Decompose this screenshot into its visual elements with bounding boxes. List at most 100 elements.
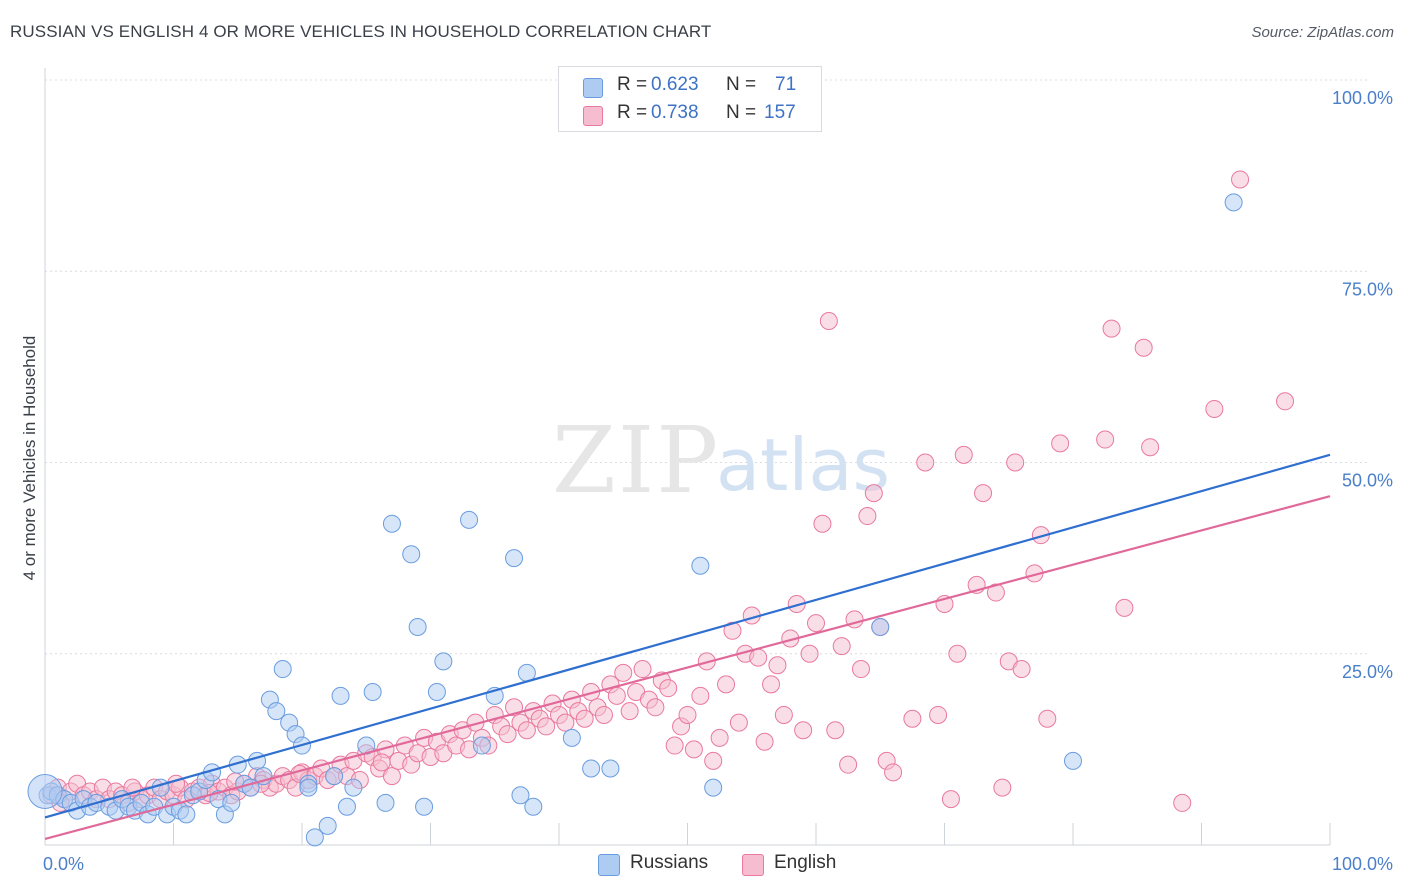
english-swatch <box>583 106 603 126</box>
russians-point <box>273 660 292 679</box>
english-point <box>537 717 556 736</box>
r-label: R = <box>617 102 648 123</box>
english-trend-line <box>44 495 1331 840</box>
russians-point <box>562 728 581 747</box>
english-point <box>916 453 935 472</box>
russians-point <box>267 702 286 721</box>
russians-point <box>318 816 337 835</box>
russians-point <box>1224 193 1243 212</box>
russians-point <box>344 778 363 797</box>
english-point <box>556 713 575 732</box>
legend-english-swatch <box>742 854 764 876</box>
english-point <box>382 767 401 786</box>
english-point <box>1205 399 1224 418</box>
english-point <box>614 663 633 682</box>
english-point <box>1276 392 1295 411</box>
russians-point <box>331 686 350 705</box>
english-point <box>807 614 825 633</box>
russians-point <box>511 786 530 805</box>
legend-russians-swatch <box>598 854 620 876</box>
english-point <box>993 778 1012 797</box>
russians-points <box>27 193 1243 847</box>
english-point <box>633 660 652 679</box>
r-label: R = <box>617 74 648 95</box>
english-point <box>986 583 1005 602</box>
english-point <box>903 709 922 728</box>
english-point <box>794 721 813 740</box>
chart-title: RUSSIAN VS ENGLISH 4 OR MORE VEHICLES IN… <box>10 22 712 41</box>
english-point <box>762 675 781 694</box>
english-point <box>717 675 736 694</box>
watermark-zip: ZIP <box>552 407 720 514</box>
english-point <box>884 763 903 782</box>
english-point <box>678 705 697 724</box>
watermark-atlas: atlas <box>716 423 890 507</box>
english-point <box>691 686 710 705</box>
x-tick-label-max: 100.0% <box>1332 854 1393 874</box>
english-point <box>1134 338 1153 357</box>
english-point <box>665 736 684 755</box>
russians-point <box>402 545 421 564</box>
x-tick-label-min: 0.0% <box>43 854 84 874</box>
english-point <box>954 445 973 464</box>
english-point <box>1173 793 1192 812</box>
russians-n-value: 71 <box>775 74 797 95</box>
russians-point <box>472 736 491 755</box>
english-point <box>948 644 967 663</box>
russians-point <box>691 556 710 575</box>
russians-point <box>337 797 356 816</box>
russians-point <box>408 617 427 636</box>
english-point <box>575 709 594 728</box>
english-point <box>768 656 787 675</box>
tick-labels: 100.0% 75.0% 50.0% 25.0% 0.0% 100.0% <box>43 88 1393 874</box>
russians-point <box>427 683 446 701</box>
english-point <box>774 705 793 724</box>
russians-point <box>582 759 601 778</box>
trend-lines <box>44 453 1331 840</box>
y-tick-label: 100.0% <box>1332 88 1393 108</box>
russians-swatch <box>583 78 603 98</box>
russians-point <box>434 652 453 671</box>
english-point <box>498 725 517 744</box>
english-point <box>826 721 845 740</box>
legend-russians-label: Russians <box>630 852 709 873</box>
english-point <box>517 721 536 740</box>
english-point <box>704 751 723 770</box>
english-point <box>974 484 993 503</box>
english-point <box>659 679 678 698</box>
english-point <box>607 686 626 705</box>
russians-point <box>704 778 723 797</box>
english-point <box>819 311 838 330</box>
english-point <box>749 648 768 667</box>
russians-point <box>1064 751 1082 770</box>
russians-point <box>363 683 382 701</box>
russians-point <box>376 793 395 812</box>
english-point <box>1006 453 1025 472</box>
english-point <box>1102 319 1121 338</box>
russians-point <box>415 797 434 816</box>
english-point <box>851 660 870 679</box>
y-tick-label: 50.0% <box>1342 471 1393 491</box>
english-r-value: 0.738 <box>651 102 699 123</box>
english-point <box>839 755 858 774</box>
legend-english-label: English <box>774 852 837 873</box>
english-point <box>723 621 742 640</box>
axes <box>44 68 1331 846</box>
english-point <box>710 728 729 747</box>
russians-point <box>524 797 543 816</box>
russians-point <box>505 549 524 568</box>
russians-point <box>601 759 620 778</box>
russians-point <box>177 805 196 824</box>
english-point <box>929 705 948 724</box>
english-point <box>372 753 391 772</box>
english-point <box>858 507 877 526</box>
russians-point <box>299 778 318 797</box>
grid-lines <box>45 79 1370 655</box>
y-tick-label: 25.0% <box>1342 662 1393 682</box>
english-point <box>646 698 665 717</box>
english-point <box>1038 709 1057 728</box>
english-point <box>1096 430 1115 449</box>
english-point <box>594 705 613 724</box>
english-point <box>755 732 774 751</box>
